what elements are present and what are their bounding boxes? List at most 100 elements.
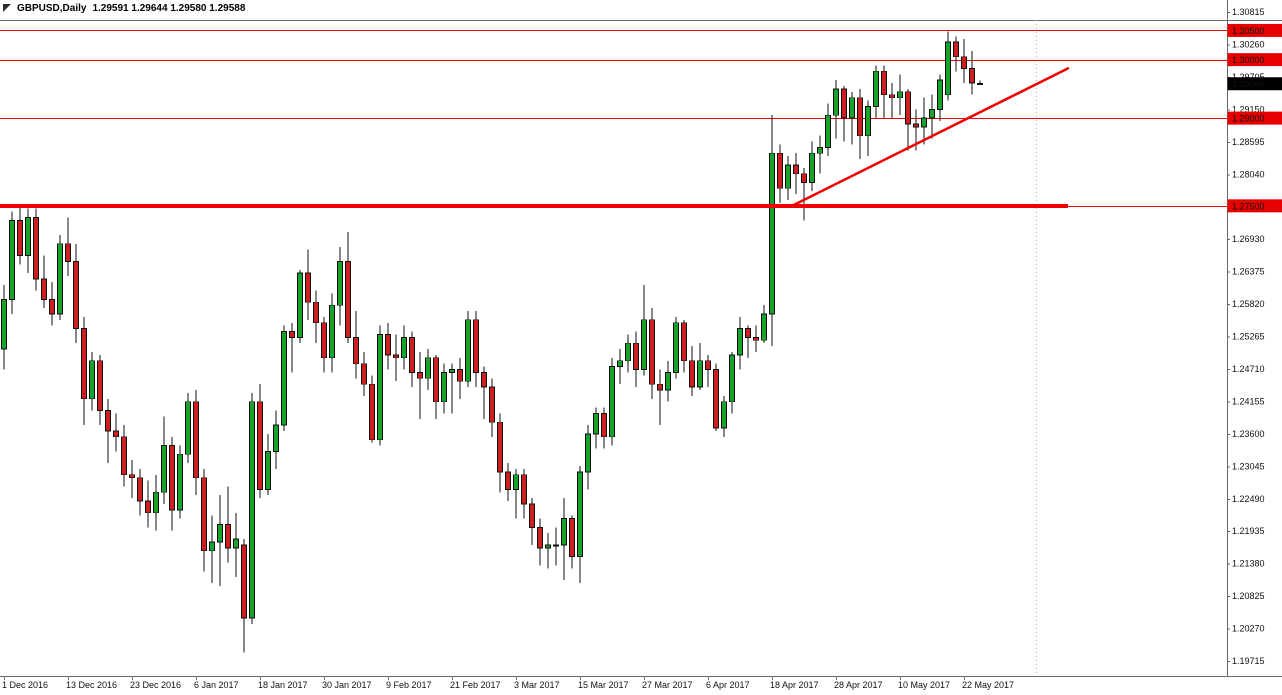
- price-tick-label: 1.24710: [1232, 364, 1265, 374]
- time-tick-label: 23 Dec 2016: [130, 680, 181, 690]
- candle: [121, 425, 127, 487]
- candle: [713, 363, 719, 431]
- candle-body: [801, 173, 807, 183]
- candle: [25, 208, 31, 274]
- candle: [817, 135, 823, 174]
- candle-body: [689, 360, 695, 388]
- candle: [217, 495, 223, 586]
- candle: [393, 334, 399, 382]
- candle-body: [817, 146, 823, 154]
- candle-body: [329, 304, 335, 359]
- candle: [401, 325, 407, 370]
- candle-body: [321, 322, 327, 359]
- price-line-tag-label: 1.29000: [1232, 114, 1265, 124]
- candle: [273, 410, 279, 469]
- candle: [953, 36, 959, 72]
- candle: [297, 270, 303, 344]
- candle: [489, 378, 495, 437]
- candle: [769, 115, 775, 347]
- candle: [73, 243, 79, 344]
- candle-body: [841, 88, 847, 119]
- price-tick-label: 1.20270: [1232, 624, 1265, 634]
- candle: [537, 518, 543, 566]
- candle: [545, 533, 551, 569]
- price-line-tag: 1.27500: [1227, 199, 1282, 213]
- candle: [889, 83, 895, 119]
- candle: [129, 460, 135, 499]
- candle: [945, 31, 951, 101]
- candle: [17, 205, 23, 265]
- candle: [281, 325, 287, 431]
- candle-body: [41, 278, 47, 300]
- horizontal-lines: [0, 30, 1227, 207]
- candle-body: [385, 334, 391, 356]
- price-line-tag-bg: [1227, 199, 1282, 213]
- candle: [961, 39, 967, 84]
- candle: [665, 360, 671, 402]
- chart-title: GBPUSD,Daily 1.29591 1.29644 1.29580 1.2…: [3, 3, 245, 14]
- candle-body: [921, 117, 927, 128]
- candle-body: [209, 541, 215, 552]
- candle-body: [49, 298, 55, 315]
- candle-body: [289, 331, 295, 338]
- candle-body: [961, 56, 967, 69]
- time-tick-label: 28 Apr 2017: [834, 680, 883, 690]
- candle: [529, 498, 535, 545]
- candle-body: [233, 538, 239, 549]
- price-line-tag: 1.30000: [1227, 53, 1282, 67]
- candle-body: [753, 336, 759, 341]
- price-tick-label: 1.26375: [1232, 267, 1265, 277]
- candle-body: [881, 70, 887, 96]
- candle-body: [193, 401, 199, 479]
- candle-body: [833, 88, 839, 116]
- price-tick-label: 1.21380: [1232, 559, 1265, 569]
- chart-frame: [0, 0, 1282, 677]
- candle-body: [649, 319, 655, 385]
- time-tick-label: 6 Apr 2017: [706, 680, 750, 690]
- price-tick-label: 1.21935: [1232, 526, 1265, 536]
- candle-body: [425, 357, 431, 379]
- candle: [657, 369, 663, 426]
- candle: [673, 316, 679, 379]
- candle-body: [153, 491, 159, 514]
- candle: [561, 498, 567, 581]
- candle: [409, 331, 415, 388]
- candle-body: [601, 412, 607, 438]
- candle: [809, 141, 815, 192]
- ascending-trendline[interactable]: [790, 67, 1070, 208]
- candle-body: [345, 260, 351, 338]
- candle: [617, 349, 623, 385]
- candle: [785, 156, 791, 200]
- symbol-timeframe-label: GBPUSD,Daily: [17, 3, 87, 14]
- candle: [881, 65, 887, 119]
- candle: [569, 515, 575, 569]
- current-price-tag-bg: [1227, 77, 1282, 91]
- candle: [185, 392, 191, 464]
- candle: [609, 357, 615, 446]
- price-tick-label: 1.20825: [1232, 591, 1265, 601]
- candle: [457, 357, 463, 399]
- candle-body: [777, 152, 783, 189]
- candle: [233, 512, 239, 578]
- candle-body: [129, 474, 135, 479]
- candle-body: [585, 433, 591, 473]
- time-tick-label: 10 May 2017: [898, 680, 950, 690]
- time-tick-label: 18 Jan 2017: [258, 680, 308, 690]
- candle-body: [905, 91, 911, 125]
- candle: [313, 290, 319, 344]
- candle-body: [969, 68, 975, 84]
- candle: [33, 208, 39, 291]
- candle: [745, 325, 751, 358]
- price-line-tag-label: 1.30500: [1232, 26, 1265, 36]
- price-tick-label: 1.25265: [1232, 332, 1265, 342]
- candle-body: [369, 383, 375, 441]
- candle-body: [729, 354, 735, 403]
- candle: [337, 246, 343, 326]
- candle: [737, 316, 743, 370]
- candle: [721, 395, 727, 437]
- candle-body: [721, 401, 727, 429]
- time-tick-label: 6 Jan 2017: [194, 680, 239, 690]
- candle: [649, 308, 655, 399]
